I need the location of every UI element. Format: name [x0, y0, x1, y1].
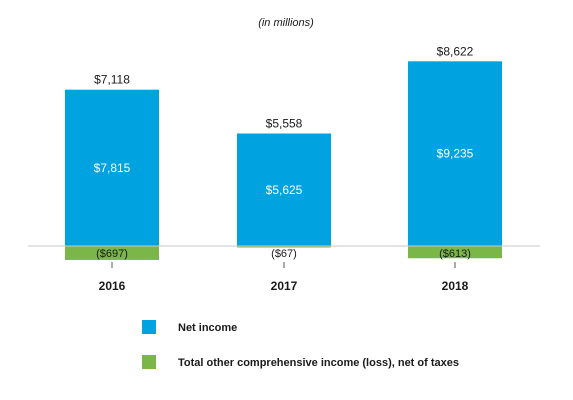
total-value-2016: $7,118 [94, 73, 130, 87]
x-tick-label-2017: 2017 [271, 279, 298, 293]
other-comprehensive-value-2018: ($613) [439, 248, 471, 260]
legend-swatch-net-income [142, 320, 156, 334]
net-income-value-2018: $9,235 [437, 147, 474, 161]
x-tick-label-2016: 2016 [99, 279, 126, 293]
bar-other-comprehensive-2017 [237, 246, 331, 248]
legend-swatch-other-comprehensive [142, 355, 156, 369]
other-comprehensive-value-2016: ($697) [96, 248, 128, 260]
total-value-2018: $8,622 [437, 44, 474, 58]
chart-subtitle: (in millions) [258, 17, 314, 29]
legend: Net income Total other comprehensive inco… [142, 320, 459, 369]
bar-net-income-2018 [408, 61, 502, 246]
total-value-2017: $5,558 [266, 117, 303, 131]
bar-other-comprehensive-2016 [65, 246, 159, 260]
labels-layer: $7,815 $7,118 ($697) 2016 $5,625 $5,558 ($67) 2… [94, 44, 474, 293]
bar-net-income-2016 [65, 89, 159, 246]
x-tick-label-2018: 2018 [442, 279, 469, 293]
bars-layer [65, 61, 502, 260]
net-income-value-2016: $7,815 [94, 161, 131, 175]
bar-other-comprehensive-2018 [408, 246, 502, 259]
legend-label-other-comprehensive: Total other comprehensive income (loss),… [178, 357, 459, 369]
other-comprehensive-value-2017: ($67) [271, 248, 297, 260]
net-income-value-2017: $5,625 [266, 183, 303, 197]
legend-label-net-income: Net income [178, 322, 237, 334]
bar-net-income-2017 [237, 133, 331, 246]
